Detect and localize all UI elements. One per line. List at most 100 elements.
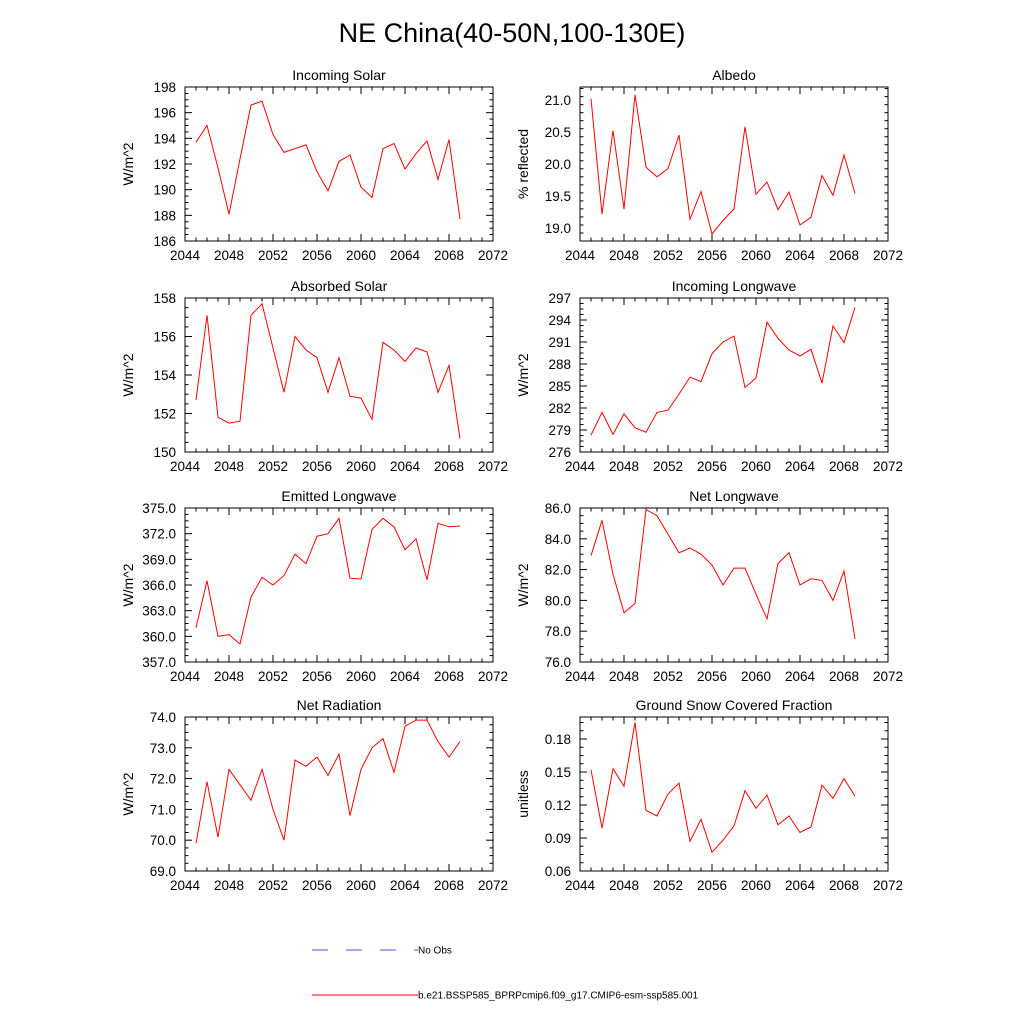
figure-title: NE China(40-50N,100-130E) <box>339 18 686 48</box>
y-tick-label: 20.5 <box>545 125 571 140</box>
y-tick-label: 294 <box>548 313 571 328</box>
y-tick-label: 20.0 <box>545 157 571 172</box>
y-tick-label: 188 <box>153 208 176 223</box>
x-tick-label: 2060 <box>346 248 376 263</box>
x-tick-label: 2056 <box>302 459 332 474</box>
y-tick-label: 78.0 <box>545 624 571 639</box>
x-tick-label: 2048 <box>214 878 244 893</box>
x-tick-label: 2044 <box>565 669 596 684</box>
x-tick-label: 2072 <box>478 878 508 893</box>
y-axis-label: unitless <box>515 770 531 817</box>
x-tick-label: 2044 <box>565 459 596 474</box>
x-tick-label: 2068 <box>434 248 464 263</box>
x-tick-label: 2064 <box>390 248 421 263</box>
series-line <box>195 100 461 220</box>
plot-frame <box>579 716 889 872</box>
panel-4: Incoming Longwave W/m^2 2044 2048 2052 2056 20… <box>515 278 903 474</box>
x-tick-label: 2044 <box>565 248 596 263</box>
y-tick-label: 192 <box>153 157 176 172</box>
y-tick-label: 366.0 <box>142 578 176 593</box>
y-tick-label: 375.0 <box>142 501 176 516</box>
y-tick-label: 74.0 <box>150 710 176 725</box>
x-tick-label: 2048 <box>214 669 244 684</box>
series-line <box>590 508 856 639</box>
y-tick-label: 279 <box>548 423 571 438</box>
x-tick-label: 2064 <box>785 878 816 893</box>
series-line <box>590 307 856 436</box>
plot-frame <box>184 507 494 663</box>
series-line <box>195 719 461 844</box>
y-tick-label: 73.0 <box>150 741 176 756</box>
x-tick-label: 2060 <box>346 878 376 893</box>
x-tick-label: 2064 <box>785 669 816 684</box>
y-tick-label: 82.0 <box>545 563 571 578</box>
x-tick-label: 2068 <box>829 248 859 263</box>
plot-frame <box>579 297 889 453</box>
x-tick-label: 2056 <box>302 669 332 684</box>
x-tick-label: 2072 <box>478 248 508 263</box>
y-tick-label: 360.0 <box>142 629 176 644</box>
y-tick-label: 196 <box>153 106 176 121</box>
y-tick-label: 372.0 <box>142 527 176 542</box>
x-tick-label: 2048 <box>609 248 639 263</box>
x-tick-label: 2052 <box>258 878 288 893</box>
series-line <box>590 94 856 235</box>
legend: No Obs b.e21.BSSP585_BPRPcmip6.f09_g17.C… <box>312 946 699 1002</box>
y-tick-label: 194 <box>153 131 176 146</box>
panel-3: Absorbed Solar W/m^2 2044 2048 2052 2056 2060 2… <box>120 278 508 474</box>
panel-title: Incoming Solar <box>292 67 386 83</box>
y-tick-label: 369.0 <box>142 552 176 567</box>
y-tick-label: 198 <box>153 80 176 95</box>
y-tick-label: 69.0 <box>150 864 176 879</box>
x-tick-label: 2064 <box>390 459 421 474</box>
panel-8: Ground Snow Covered Fraction unitless 2044… <box>515 697 903 893</box>
y-tick-label: 21.0 <box>545 93 571 108</box>
panel-6: Net Longwave W/m^2 2044 2048 2052 2056 2060 206… <box>515 488 903 684</box>
panel-title: Albedo <box>712 67 756 83</box>
x-tick-label: 2068 <box>829 878 859 893</box>
x-tick-label: 2044 <box>170 878 201 893</box>
x-tick-label: 2044 <box>170 669 201 684</box>
y-tick-label: 72.0 <box>150 772 176 787</box>
x-tick-label: 2072 <box>478 459 508 474</box>
x-tick-label: 2052 <box>258 669 288 684</box>
y-tick-label: 186 <box>153 234 176 249</box>
legend-model-label: b.e21.BSSP585_BPRPcmip6.f09_g17.CMIP6-es… <box>418 991 699 1002</box>
y-tick-label: 190 <box>153 183 176 198</box>
x-tick-label: 2064 <box>390 669 421 684</box>
y-tick-label: 357.0 <box>142 655 176 670</box>
y-tick-label: 71.0 <box>150 802 176 817</box>
panel-title: Emitted Longwave <box>281 488 396 504</box>
x-tick-label: 2044 <box>170 248 201 263</box>
x-tick-label: 2068 <box>434 669 464 684</box>
panel-title: Ground Snow Covered Fraction <box>636 697 833 713</box>
y-tick-label: 76.0 <box>545 655 571 670</box>
y-axis-label: W/m^2 <box>515 353 531 396</box>
x-tick-label: 2064 <box>785 459 816 474</box>
panel-title: Net Longwave <box>689 488 779 504</box>
y-axis-label: W/m^2 <box>120 142 136 185</box>
x-tick-label: 2048 <box>214 459 244 474</box>
y-tick-label: 297 <box>548 291 571 306</box>
y-tick-label: 70.0 <box>150 833 176 848</box>
x-tick-label: 2044 <box>565 878 596 893</box>
x-tick-label: 2048 <box>609 459 639 474</box>
x-tick-label: 2060 <box>346 669 376 684</box>
x-tick-label: 2064 <box>390 878 421 893</box>
series-line <box>590 722 856 854</box>
y-tick-label: 154 <box>153 368 176 383</box>
panel-title: Incoming Longwave <box>672 278 797 294</box>
x-tick-label: 2068 <box>434 878 464 893</box>
x-tick-label: 2052 <box>653 459 683 474</box>
x-tick-label: 2072 <box>478 669 508 684</box>
x-tick-label: 2052 <box>653 878 683 893</box>
y-tick-label: 86.0 <box>545 501 571 516</box>
x-tick-label: 2056 <box>697 248 727 263</box>
x-tick-label: 2068 <box>829 459 859 474</box>
x-tick-label: 2060 <box>741 669 771 684</box>
x-tick-label: 2060 <box>741 248 771 263</box>
y-axis-label: % reflected <box>515 129 531 199</box>
x-tick-label: 2052 <box>653 248 683 263</box>
y-tick-label: 84.0 <box>545 532 571 547</box>
y-tick-label: 19.5 <box>545 189 571 204</box>
